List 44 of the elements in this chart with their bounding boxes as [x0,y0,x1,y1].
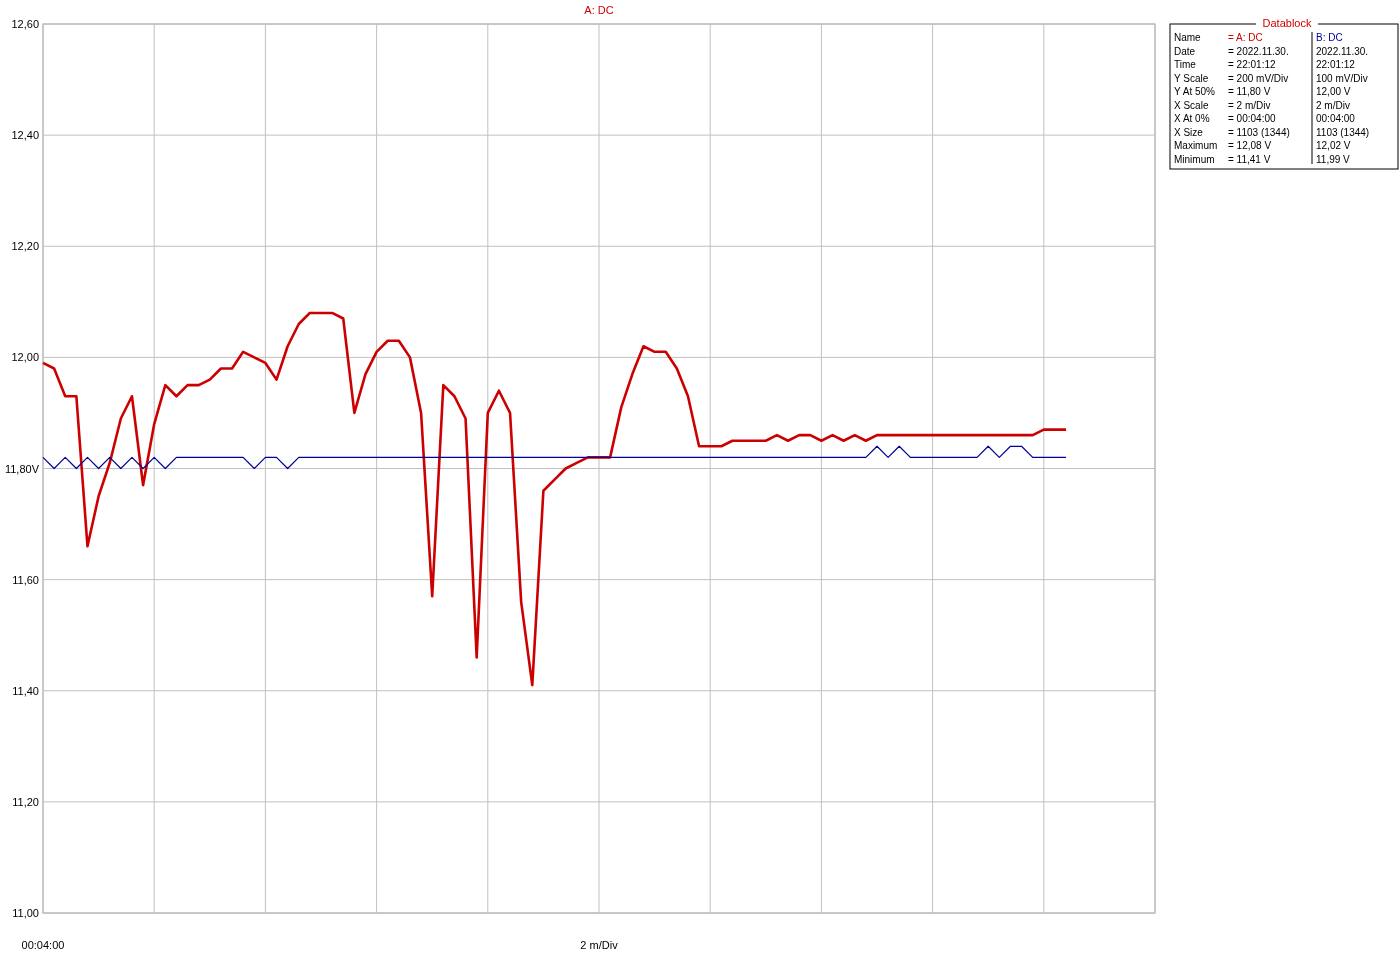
text: = A: DC [1228,32,1263,43]
y-tick-label: 11,20 [12,795,39,808]
y-tick-label: 12,60 [11,18,39,30]
line-series [41,311,1068,687]
text: X Scale [1174,99,1209,111]
text: 12,02 V [1316,140,1351,151]
y-tick-label: 12,00 [11,351,39,364]
text: Datablock [1262,17,1312,29]
text: 22:01:12 [1316,59,1356,70]
text: Name [1174,32,1202,43]
text: = 2022.11.30. [1228,45,1289,57]
text: Y At 50% [1174,86,1216,97]
text: = 11,80 V [1228,86,1271,97]
text: 00:04:00 [21,939,65,951]
y-tick-label: 12,20 [11,240,39,253]
text: Y Scale [1174,72,1209,84]
y-tick-label: 11,80V [4,462,40,475]
text: X Size [1174,126,1204,138]
text: Minimum [1174,153,1215,165]
text: = 12,08 V [1228,140,1272,151]
text: Maximum [1174,140,1218,151]
text: Time [1174,59,1197,70]
text: 100 mV/Div [1316,72,1368,84]
text: = 22:01:12 [1228,59,1276,70]
text: B: DC [1316,32,1343,43]
text: X At 0% [1174,113,1210,124]
y-tick-label: 11,60 [12,573,39,586]
text: 2 m/Div [1316,99,1350,111]
text: = 11,41 V [1228,153,1271,165]
x-axis-title: 2 m/Div [580,939,619,951]
chart-title: A: DC [584,4,614,16]
text: = 200 mV/Div [1228,72,1289,84]
text: 00:04:00 [1316,113,1356,124]
text: 2022.11.30. [1316,45,1369,57]
text: = 2 m/Div [1228,99,1271,111]
text: 1103 (1344) [1316,126,1370,138]
y-tick-label: 11,00 [12,907,39,919]
text: 12,00 V [1316,86,1351,97]
text: = 00:04:00 [1228,113,1276,124]
text: Date [1174,45,1196,57]
text: 11,99 V [1316,153,1351,165]
y-tick-label: 12,40 [11,129,39,142]
text: = 1103 (1344) [1228,126,1290,138]
y-tick-label: 11,40 [12,684,39,697]
